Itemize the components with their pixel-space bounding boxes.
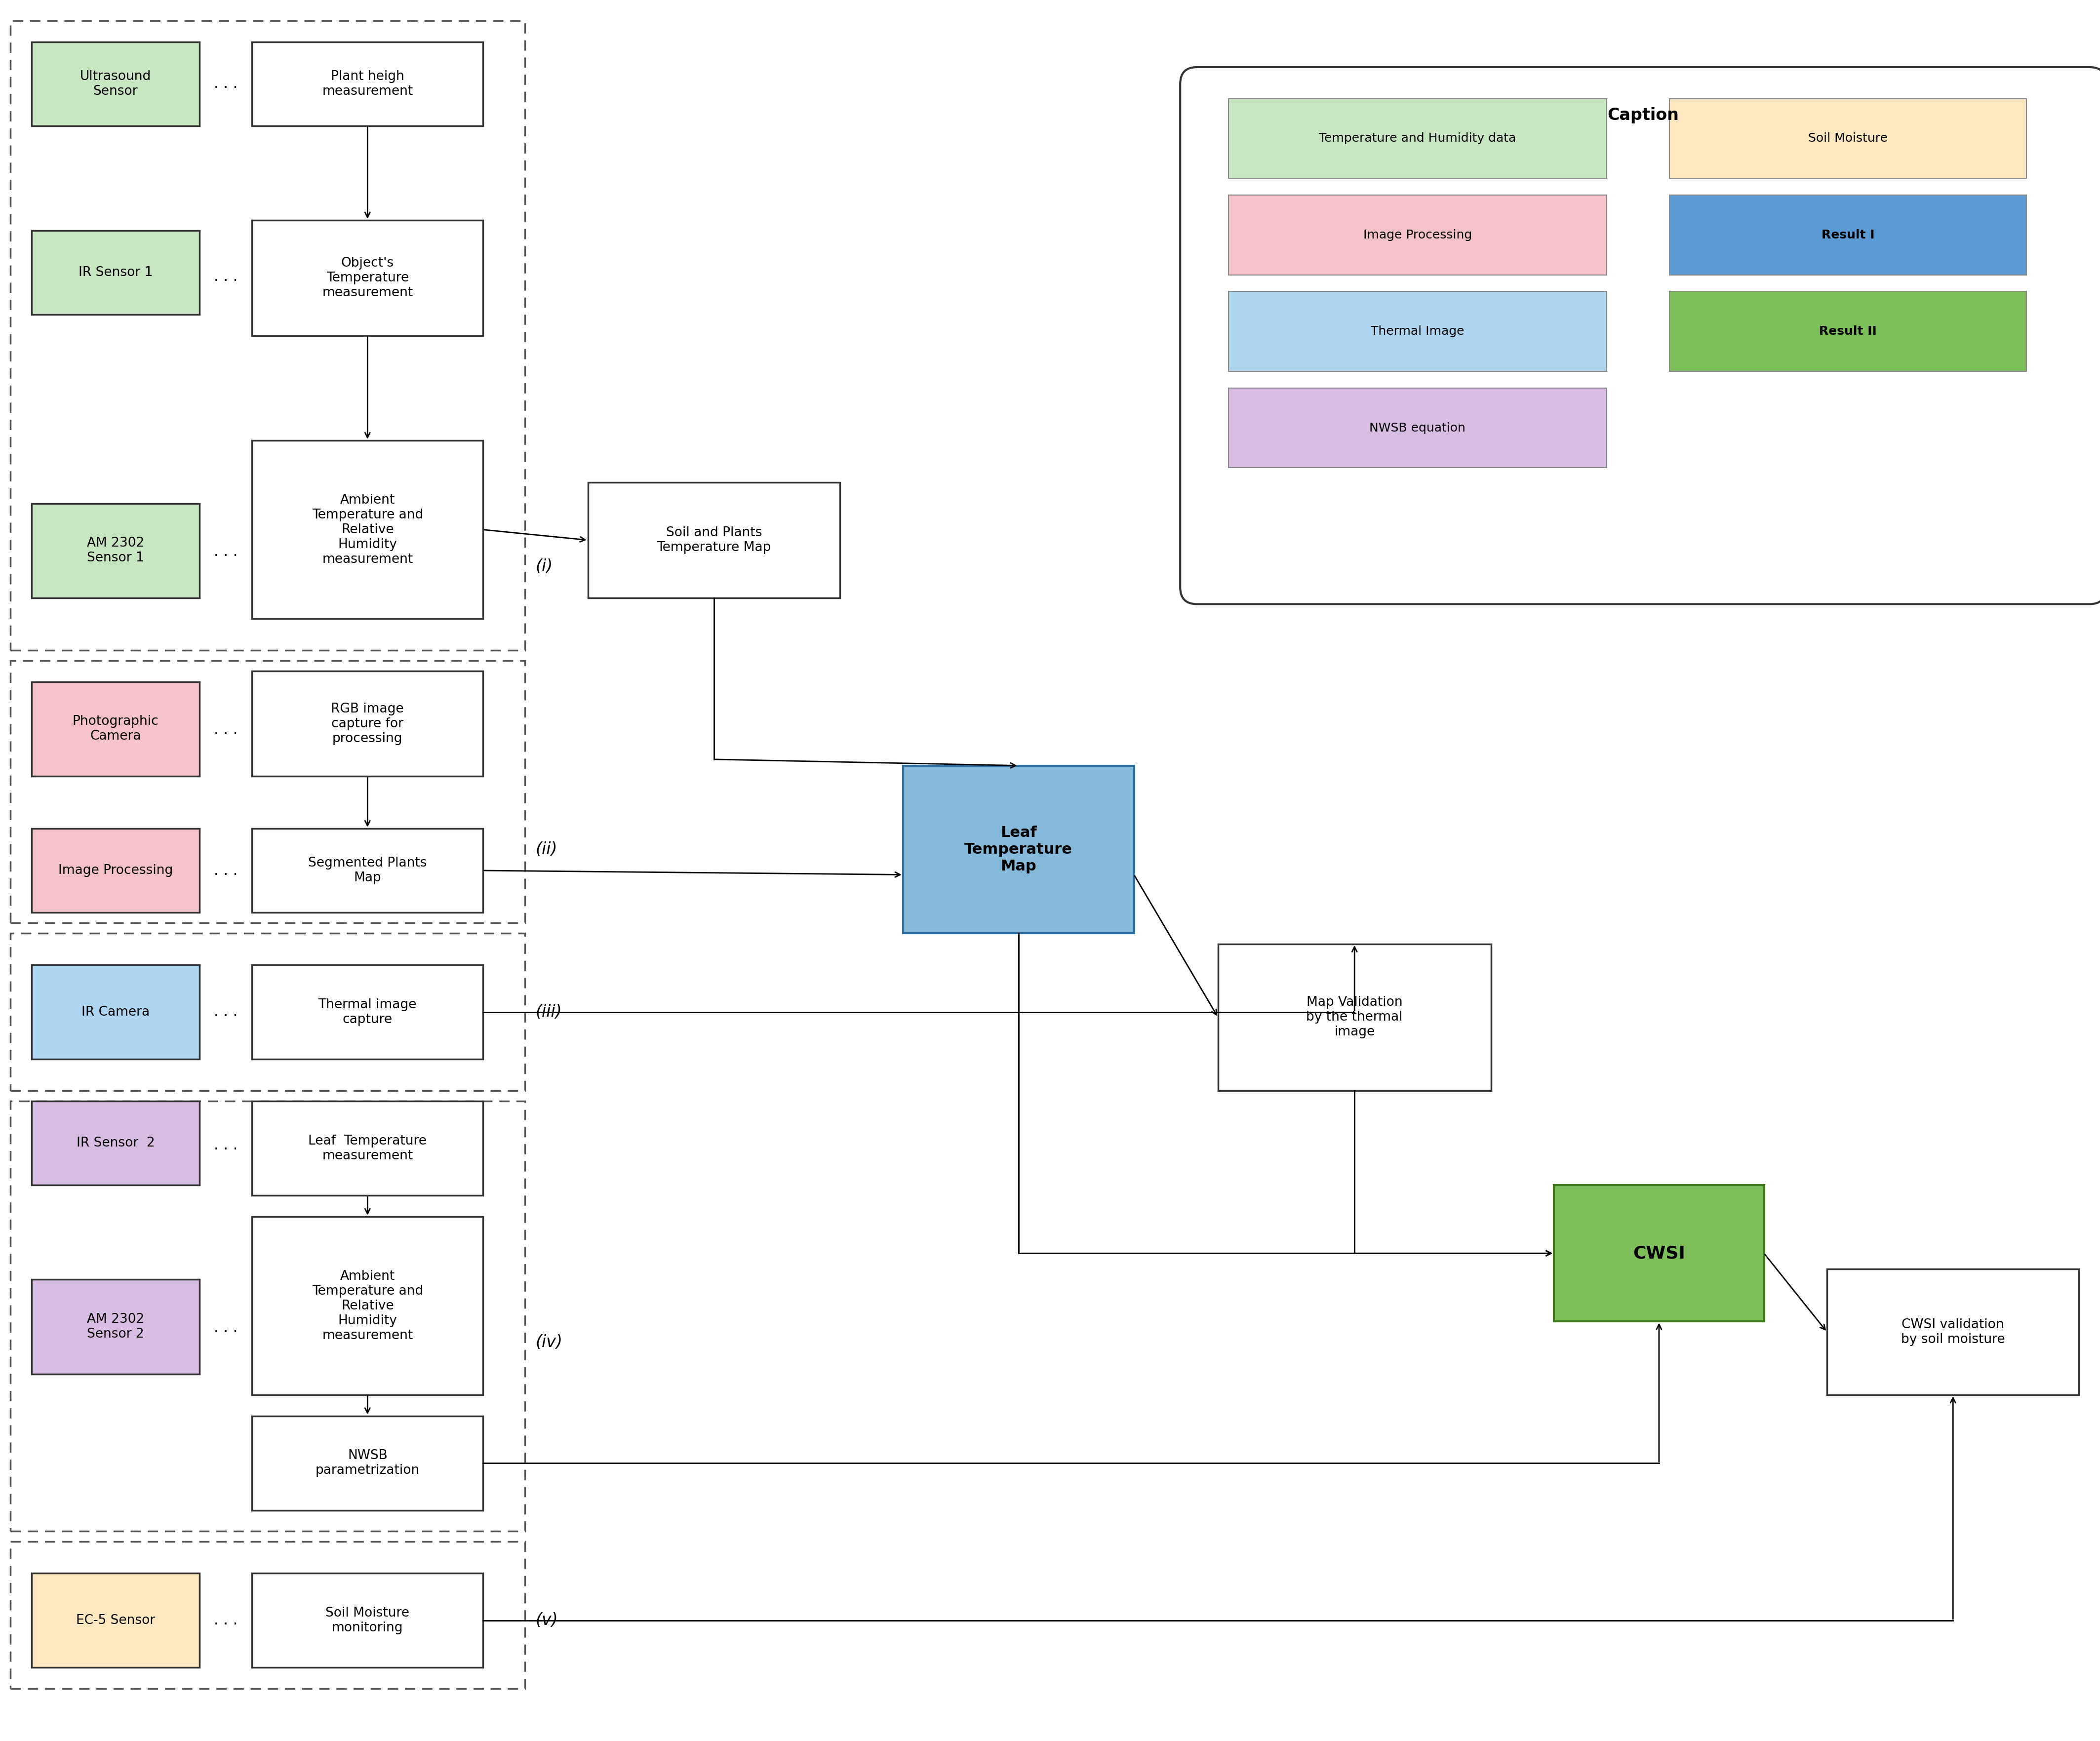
Text: CWSI: CWSI	[1634, 1245, 1684, 1262]
Text: Caption: Caption	[1606, 108, 1680, 124]
Text: Thermal image
capture: Thermal image capture	[319, 998, 416, 1025]
Text: IR Camera: IR Camera	[82, 1006, 149, 1018]
Text: AM 2302
Sensor 1: AM 2302 Sensor 1	[86, 536, 145, 564]
FancyBboxPatch shape	[252, 829, 483, 912]
Text: Photographic
Camera: Photographic Camera	[71, 716, 160, 743]
Text: . . .: . . .	[214, 270, 237, 284]
Text: Temperature and Humidity data: Temperature and Humidity data	[1319, 132, 1516, 145]
Text: IR Sensor  2: IR Sensor 2	[76, 1137, 155, 1149]
Text: Leaf  Temperature
measurement: Leaf Temperature measurement	[309, 1135, 426, 1163]
Text: Result I: Result I	[1821, 230, 1875, 240]
FancyBboxPatch shape	[1827, 1269, 2079, 1395]
Text: (i): (i)	[536, 559, 552, 575]
Text: (iv): (iv)	[536, 1334, 563, 1351]
Text: . . .: . . .	[214, 545, 237, 559]
Text: . . .: . . .	[214, 1139, 237, 1153]
FancyBboxPatch shape	[252, 440, 483, 618]
Text: Soil and Plants
Temperature Map: Soil and Plants Temperature Map	[657, 526, 771, 554]
Text: CWSI validation
by soil moisture: CWSI validation by soil moisture	[1900, 1318, 2006, 1346]
FancyBboxPatch shape	[1670, 99, 2026, 178]
FancyBboxPatch shape	[1554, 1186, 1764, 1321]
Text: (ii): (ii)	[536, 841, 556, 858]
Text: Plant heigh
measurement: Plant heigh measurement	[321, 70, 414, 97]
Text: Leaf
Temperature
Map: Leaf Temperature Map	[964, 825, 1073, 874]
Text: NWSB equation: NWSB equation	[1369, 421, 1466, 434]
Text: IR Sensor 1: IR Sensor 1	[78, 266, 153, 279]
Text: Ambient
Temperature and
Relative
Humidity
measurement: Ambient Temperature and Relative Humidit…	[313, 494, 422, 566]
FancyBboxPatch shape	[31, 1102, 200, 1186]
Text: AM 2302
Sensor 2: AM 2302 Sensor 2	[86, 1313, 145, 1341]
Text: . . .: . . .	[214, 1321, 237, 1335]
FancyBboxPatch shape	[31, 965, 200, 1059]
Text: Segmented Plants
Map: Segmented Plants Map	[309, 857, 426, 884]
Text: (iii): (iii)	[536, 1005, 563, 1020]
Text: Ultrasound
Sensor: Ultrasound Sensor	[80, 70, 151, 97]
Text: Soil Moisture: Soil Moisture	[1808, 132, 1888, 145]
Text: . . .: . . .	[214, 864, 237, 877]
Text: . . .: . . .	[214, 77, 237, 91]
Text: Ambient
Temperature and
Relative
Humidity
measurement: Ambient Temperature and Relative Humidit…	[313, 1269, 422, 1342]
FancyBboxPatch shape	[252, 672, 483, 776]
FancyBboxPatch shape	[31, 42, 200, 125]
Text: Image Processing: Image Processing	[59, 864, 172, 877]
Text: Result II: Result II	[1819, 326, 1877, 338]
FancyBboxPatch shape	[31, 682, 200, 776]
Text: . . .: . . .	[214, 1005, 237, 1018]
Text: Map Validation
by the thermal
image: Map Validation by the thermal image	[1306, 996, 1403, 1039]
FancyBboxPatch shape	[1228, 388, 1606, 468]
FancyBboxPatch shape	[252, 965, 483, 1059]
FancyBboxPatch shape	[1228, 99, 1606, 178]
FancyBboxPatch shape	[252, 42, 483, 125]
FancyBboxPatch shape	[1670, 291, 2026, 371]
Text: Object's
Temperature
measurement: Object's Temperature measurement	[321, 256, 414, 299]
FancyBboxPatch shape	[252, 1217, 483, 1395]
FancyBboxPatch shape	[588, 482, 840, 597]
Text: RGB image
capture for
processing: RGB image capture for processing	[332, 702, 403, 745]
FancyBboxPatch shape	[252, 1415, 483, 1509]
Text: (v): (v)	[536, 1612, 559, 1628]
FancyBboxPatch shape	[1180, 68, 2100, 604]
FancyBboxPatch shape	[31, 503, 200, 597]
FancyBboxPatch shape	[1670, 195, 2026, 275]
Text: Soil Moisture
monitoring: Soil Moisture monitoring	[326, 1607, 410, 1635]
Text: NWSB
parametrization: NWSB parametrization	[315, 1449, 420, 1476]
Text: . . .: . . .	[214, 1614, 237, 1628]
Text: . . .: . . .	[214, 723, 237, 736]
FancyBboxPatch shape	[252, 221, 483, 336]
FancyBboxPatch shape	[31, 829, 200, 912]
Text: EC-5 Sensor: EC-5 Sensor	[76, 1614, 155, 1626]
Text: Thermal Image: Thermal Image	[1371, 326, 1464, 338]
FancyBboxPatch shape	[31, 1280, 200, 1374]
FancyBboxPatch shape	[1218, 944, 1491, 1092]
FancyBboxPatch shape	[903, 766, 1134, 933]
FancyBboxPatch shape	[252, 1102, 483, 1196]
FancyBboxPatch shape	[1228, 291, 1606, 371]
FancyBboxPatch shape	[31, 1574, 200, 1668]
FancyBboxPatch shape	[252, 1574, 483, 1668]
FancyBboxPatch shape	[1228, 195, 1606, 275]
Text: Image Processing: Image Processing	[1363, 230, 1472, 240]
FancyBboxPatch shape	[31, 232, 200, 315]
